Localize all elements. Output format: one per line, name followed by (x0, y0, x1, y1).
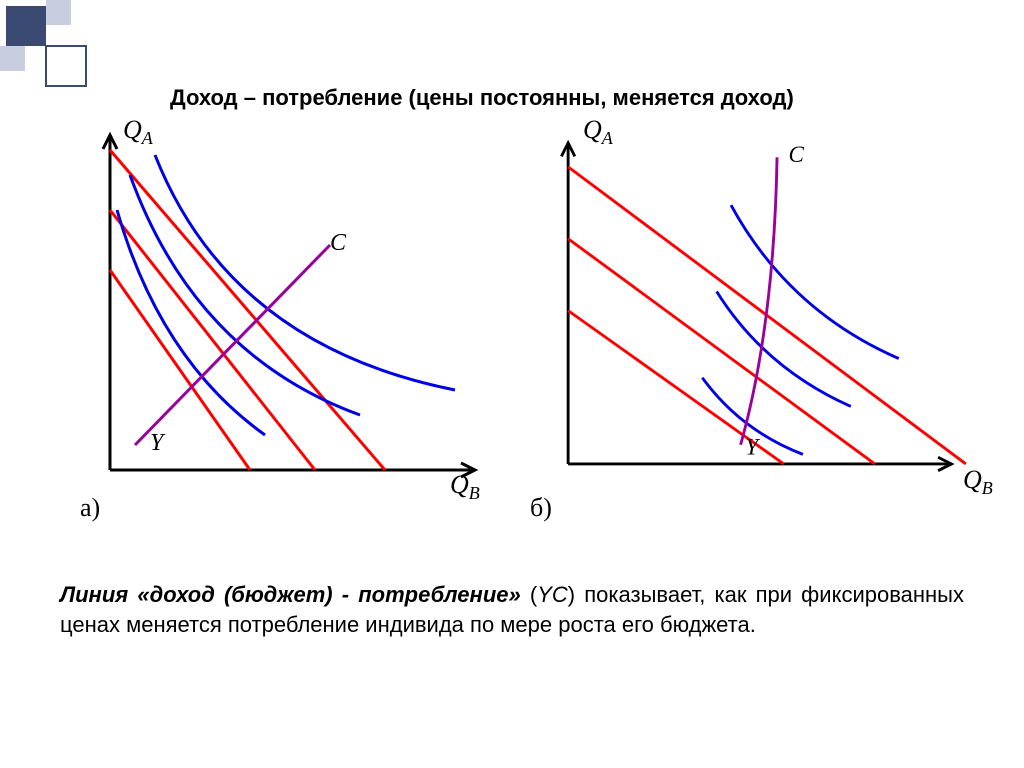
svg-text:C: C (330, 230, 347, 256)
corner-decoration (0, 0, 100, 105)
panel-a-label: а) (80, 493, 100, 523)
x-axis-label-a: QB (450, 470, 480, 504)
caption-close-paren: ) (568, 582, 584, 607)
panel-b-label: б) (530, 493, 552, 523)
caption-text: Линия «доход (бюджет) - потребление» (YC… (60, 580, 964, 639)
panel-b: YC QA QB б) (525, 115, 985, 535)
chart-a-svg: YC (55, 115, 515, 535)
panel-a: YC QA QB а) (55, 115, 515, 535)
x-axis-label-b: QB (963, 465, 993, 499)
caption-yc: YC (537, 582, 568, 607)
deco-svg (0, 0, 100, 100)
svg-text:C: C (789, 142, 805, 167)
svg-text:Y: Y (745, 434, 760, 459)
y-axis-label-a: QA (123, 115, 153, 149)
chart-panels: YC QA QB а) YC QA QB б) (55, 115, 985, 535)
page-title: Доход – потребление (цены постоянны, мен… (170, 85, 964, 111)
y-axis-label-b: QA (583, 115, 613, 149)
caption-lead: Линия «доход (бюджет) - потребление» (60, 582, 521, 607)
chart-b-svg: YC (525, 115, 985, 535)
svg-text:Y: Y (150, 430, 166, 456)
